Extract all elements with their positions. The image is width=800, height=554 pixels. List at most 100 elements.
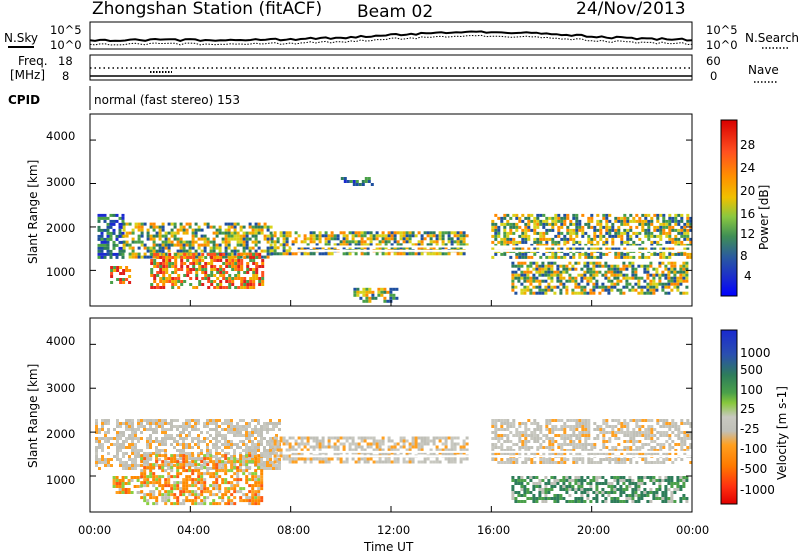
velocity-cell — [285, 439, 289, 443]
power-cell — [149, 234, 153, 238]
velocity-colorbar: 1000 500 100 25 -25 -100 -500 -1000 Velo… — [720, 329, 789, 505]
power-cell — [649, 273, 653, 277]
power-cell — [683, 222, 687, 226]
velocity-cb-tick-1000: 1000 — [740, 346, 771, 360]
velocity-cell — [279, 448, 283, 452]
velocity-cell — [462, 445, 466, 449]
power-cell — [254, 243, 258, 247]
velocity-cell — [248, 458, 251, 461]
velocity-cell — [191, 440, 194, 443]
velocity-cell — [619, 476, 623, 479]
power-cell — [670, 267, 674, 271]
velocity-cell — [167, 493, 171, 497]
power-cell — [673, 261, 677, 265]
power-cell — [372, 234, 376, 238]
velocity-cell — [95, 464, 98, 467]
power-cell — [369, 231, 373, 235]
power-cell — [387, 234, 391, 238]
power-cell — [429, 237, 433, 241]
power-cell — [677, 252, 681, 256]
power-cell — [526, 285, 530, 289]
velocity-cell — [605, 431, 609, 434]
power-cell — [679, 279, 683, 283]
velocity-cell — [643, 476, 647, 479]
velocity-cell — [671, 440, 675, 443]
velocity-cell — [632, 428, 636, 431]
velocity-cell — [438, 448, 442, 452]
power-cell — [674, 222, 678, 226]
velocity-cell — [686, 446, 690, 449]
power-cell — [589, 291, 593, 295]
velocity-cell — [203, 484, 207, 488]
velocity-cell — [179, 487, 183, 491]
velocity-cell — [671, 425, 675, 428]
velocity-cell — [137, 455, 140, 458]
velocity-cell — [593, 461, 597, 464]
velocity-cell — [459, 451, 463, 455]
power-cb-tick-8: 8 — [740, 249, 748, 263]
power-cell — [191, 243, 195, 247]
power-cell — [359, 296, 363, 300]
velocity-cell — [575, 452, 579, 455]
velocity-cell — [136, 476, 140, 479]
velocity-cell — [584, 434, 588, 437]
power-cell — [155, 225, 159, 229]
power-cell — [605, 228, 609, 232]
velocity-cell — [423, 439, 427, 443]
velocity-cell — [245, 496, 249, 500]
power-cell — [590, 255, 594, 259]
power-cell — [288, 231, 292, 235]
power-cell — [158, 252, 162, 256]
velocity-cell — [279, 436, 283, 440]
velocity-cell — [563, 443, 567, 446]
velocity-cell — [601, 491, 605, 494]
velocity-cell — [152, 419, 155, 422]
velocity-cell — [182, 443, 185, 446]
velocity-cell — [527, 428, 531, 431]
velocity-cell — [375, 439, 379, 443]
power-frame — [89, 113, 693, 307]
power-cell — [255, 277, 259, 280]
velocity-cell — [656, 449, 660, 452]
power-cell — [297, 246, 301, 250]
power-cell — [620, 219, 624, 223]
power-cell — [581, 231, 585, 235]
velocity-cell — [155, 425, 158, 428]
velocity-cell — [227, 452, 230, 455]
power-cell — [279, 252, 283, 256]
power-cell — [527, 237, 531, 241]
velocity-cell — [194, 496, 198, 500]
velocity-cell — [547, 488, 551, 491]
power-cell — [605, 225, 609, 229]
power-cell — [164, 252, 168, 256]
power-cell — [348, 231, 352, 235]
power-cell — [632, 243, 636, 247]
power-cell — [491, 228, 495, 232]
power-cell — [162, 268, 166, 271]
power-cell — [631, 273, 635, 277]
power-cell — [566, 252, 570, 256]
power-cell — [362, 293, 366, 297]
velocity-cell — [221, 422, 224, 425]
power-cell — [599, 231, 603, 235]
velocity-cell — [539, 461, 543, 464]
velocity-cell — [453, 451, 457, 455]
power-cell — [366, 246, 370, 250]
power-cell — [622, 264, 626, 268]
power-cell — [97, 216, 101, 220]
power-cell — [548, 222, 552, 226]
velocity-cell — [161, 499, 165, 503]
velocity-cell — [453, 445, 457, 449]
power-cell — [143, 252, 147, 256]
power-cell — [646, 273, 650, 277]
power-cell — [533, 231, 537, 235]
power-cell — [276, 237, 280, 241]
velocity-cell — [578, 440, 582, 443]
velocity-cell — [122, 452, 125, 455]
power-cell — [587, 234, 591, 238]
power-cell — [643, 264, 647, 268]
power-cell — [186, 259, 190, 262]
power-cell — [538, 291, 542, 295]
velocity-cell — [656, 461, 660, 464]
velocity-cell — [164, 484, 168, 488]
